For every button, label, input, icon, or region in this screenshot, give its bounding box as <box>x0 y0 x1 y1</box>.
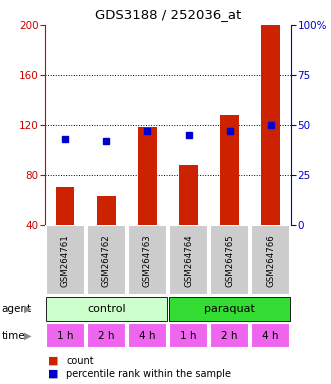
Bar <box>220 115 239 225</box>
Bar <box>46 323 84 348</box>
Text: GSM264761: GSM264761 <box>61 234 70 286</box>
Text: agent: agent <box>2 304 32 314</box>
Bar <box>210 323 249 348</box>
Text: GSM264765: GSM264765 <box>225 234 234 286</box>
Text: 2 h: 2 h <box>221 331 238 341</box>
Bar <box>46 297 167 321</box>
Text: 1 h: 1 h <box>57 331 73 341</box>
Text: 4 h: 4 h <box>139 331 156 341</box>
Bar <box>252 225 290 295</box>
Text: ▶: ▶ <box>24 304 31 314</box>
Bar <box>169 225 208 295</box>
Text: GSM264762: GSM264762 <box>102 234 111 286</box>
Bar <box>87 323 126 348</box>
Bar <box>87 225 126 295</box>
Bar <box>169 297 290 321</box>
Text: GSM264764: GSM264764 <box>184 234 193 286</box>
Text: ■: ■ <box>48 369 59 379</box>
Bar <box>128 225 167 295</box>
Text: control: control <box>87 304 126 314</box>
Text: 2 h: 2 h <box>98 331 115 341</box>
Bar <box>138 127 157 225</box>
Text: time: time <box>2 331 25 341</box>
Text: count: count <box>66 356 94 366</box>
Bar <box>252 323 290 348</box>
Text: 1 h: 1 h <box>180 331 197 341</box>
Bar <box>46 225 84 295</box>
Text: GSM264763: GSM264763 <box>143 234 152 286</box>
Bar <box>169 323 208 348</box>
Text: GSM264766: GSM264766 <box>266 234 275 286</box>
Bar <box>128 323 167 348</box>
Text: ▶: ▶ <box>24 331 31 341</box>
Text: paraquat: paraquat <box>204 304 255 314</box>
Bar <box>56 187 74 225</box>
Bar <box>261 25 280 225</box>
Text: GDS3188 / 252036_at: GDS3188 / 252036_at <box>95 8 241 21</box>
Bar <box>179 165 198 225</box>
Text: 4 h: 4 h <box>262 331 279 341</box>
Bar <box>210 225 249 295</box>
Bar <box>97 196 116 225</box>
Text: ■: ■ <box>48 356 59 366</box>
Text: percentile rank within the sample: percentile rank within the sample <box>66 369 231 379</box>
